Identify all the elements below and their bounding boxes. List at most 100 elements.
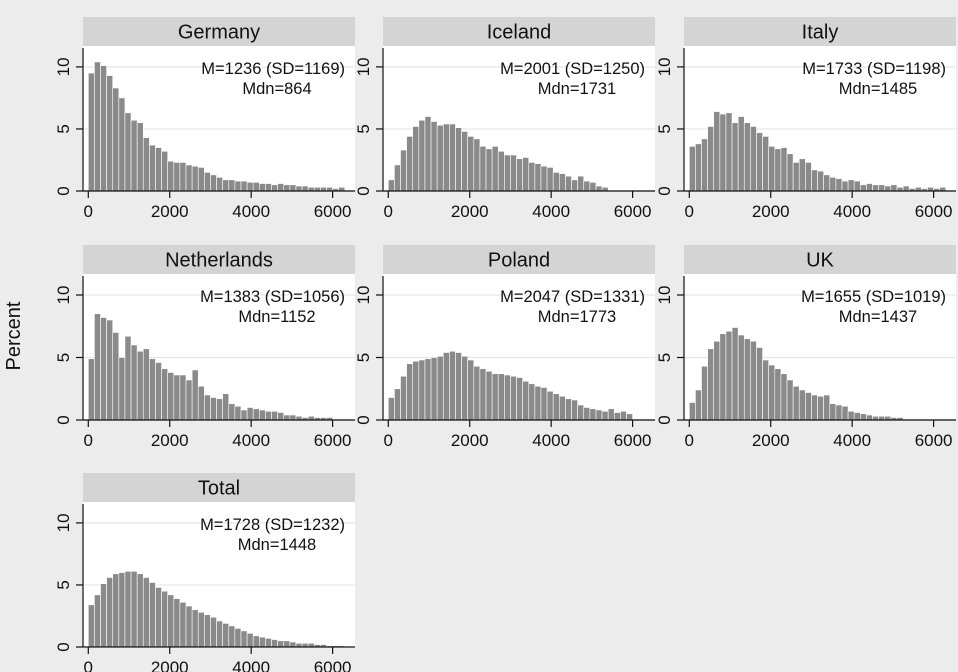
histogram-bar	[289, 641, 297, 648]
histogram-bar	[841, 180, 849, 192]
histogram-bar	[577, 404, 585, 421]
y-tick-label: 0	[354, 186, 373, 195]
histogram-bar	[246, 633, 254, 648]
histogram-bar	[283, 640, 291, 648]
histogram-bar	[130, 570, 138, 648]
y-tick-label: 10	[354, 286, 373, 305]
y-tick-label: 0	[655, 415, 674, 424]
histogram-bar	[546, 167, 554, 192]
histogram-bar	[124, 570, 132, 648]
histogram-bar	[866, 183, 873, 192]
histogram-bar	[491, 146, 499, 192]
histogram-bar	[601, 410, 609, 421]
histogram-bar	[167, 372, 175, 421]
histogram-bar	[161, 150, 168, 192]
histogram-bar	[847, 410, 855, 421]
histogram-bar	[750, 340, 757, 421]
histogram-bar	[185, 164, 193, 192]
histogram-bar	[713, 111, 721, 192]
histogram-bar	[216, 398, 223, 421]
histogram-bar	[173, 598, 181, 648]
histogram-bar	[271, 184, 278, 192]
histogram-bar	[497, 373, 505, 421]
panel-uk: UK 0 5 10 0 2000 4000 6000 M=1655 (SD=1019) Mdn=1…	[655, 245, 956, 450]
histogram-bar	[546, 390, 554, 421]
histogram-bar	[100, 317, 107, 421]
panel-netherlands: Netherlands 0 5 10 0 2000 4000 6000 M=1383 (SD=1…	[54, 245, 355, 450]
histogram-bar	[516, 377, 523, 421]
histogram-bar	[780, 373, 788, 421]
histogram-bar	[756, 347, 763, 421]
x-tick-label: 4000	[532, 202, 570, 221]
panel-strip	[83, 245, 355, 274]
histogram-bar	[485, 148, 493, 192]
median-annotation: Mdn=1152	[238, 308, 315, 326]
histogram-bar	[504, 154, 511, 192]
histogram-bar	[485, 370, 493, 421]
histogram-bar	[155, 362, 162, 421]
histogram-bar	[884, 185, 892, 192]
histogram-bar	[112, 87, 120, 192]
median-annotation: Mdn=1731	[538, 80, 616, 98]
histogram-bar	[792, 162, 800, 192]
histogram-bar	[528, 383, 536, 421]
histogram-bar	[265, 410, 272, 421]
histogram-bar	[786, 153, 794, 192]
histogram-bar	[246, 182, 254, 192]
histogram-bar	[179, 162, 187, 192]
histogram-bar	[719, 113, 727, 192]
x-tick-label: 6000	[314, 202, 352, 221]
histogram-bar	[185, 379, 193, 421]
histogram-bar	[835, 178, 843, 192]
histogram-bar	[847, 179, 855, 192]
histogram-bar	[197, 385, 205, 421]
histogram-bar	[866, 414, 873, 421]
histogram-bar	[878, 184, 886, 192]
histogram-bar	[155, 587, 162, 648]
histogram-bar	[136, 350, 144, 421]
histogram-bar	[750, 126, 757, 192]
histogram-bar	[246, 407, 254, 421]
histogram-bar	[902, 185, 910, 192]
histogram-bar	[774, 368, 782, 421]
histogram-bar	[142, 137, 150, 192]
histogram-bar	[118, 357, 126, 421]
histogram-bar	[565, 398, 572, 421]
histogram-bar	[461, 131, 468, 192]
histogram-bar	[707, 348, 715, 421]
histogram-bar	[613, 412, 621, 421]
histogram-bar	[522, 380, 530, 421]
x-tick-label: 4000	[833, 431, 871, 450]
histogram-bar	[461, 355, 468, 421]
histogram-bar	[436, 355, 444, 421]
histogram-bar	[583, 407, 591, 421]
histogram-bar	[210, 616, 217, 648]
histogram-bar	[216, 620, 223, 648]
x-tick-label: 6000	[314, 658, 352, 672]
histogram-bar	[823, 394, 831, 421]
histogram-bar	[811, 394, 818, 421]
histogram-bar	[142, 348, 150, 421]
histogram-bar	[853, 412, 861, 421]
histogram-bar	[228, 403, 236, 421]
histogram-bar	[743, 338, 751, 421]
histogram-bar	[577, 175, 585, 192]
histogram-bar	[406, 136, 414, 192]
panel-poland: Poland 0 5 10 0 2000 4000 6000 M=2047 (SD=1331) M…	[354, 245, 655, 450]
histogram-bar	[805, 392, 812, 421]
mean-sd-annotation: M=1728 (SD=1232)	[200, 516, 345, 534]
histogram-bar	[707, 126, 715, 192]
histogram-bar	[412, 360, 420, 421]
histogram-bar	[589, 182, 597, 192]
histogram-bar	[731, 327, 739, 421]
histogram-bar	[780, 147, 788, 192]
histogram-bar	[491, 373, 499, 421]
panel-strip	[684, 245, 956, 274]
y-tick-label: 10	[54, 57, 73, 76]
histogram-bar	[860, 184, 867, 192]
histogram-bar	[768, 364, 776, 421]
x-tick-label: 4000	[232, 658, 270, 672]
panel-title: UK	[806, 250, 834, 272]
histogram-bar	[87, 72, 95, 192]
histogram-bar	[817, 395, 824, 421]
